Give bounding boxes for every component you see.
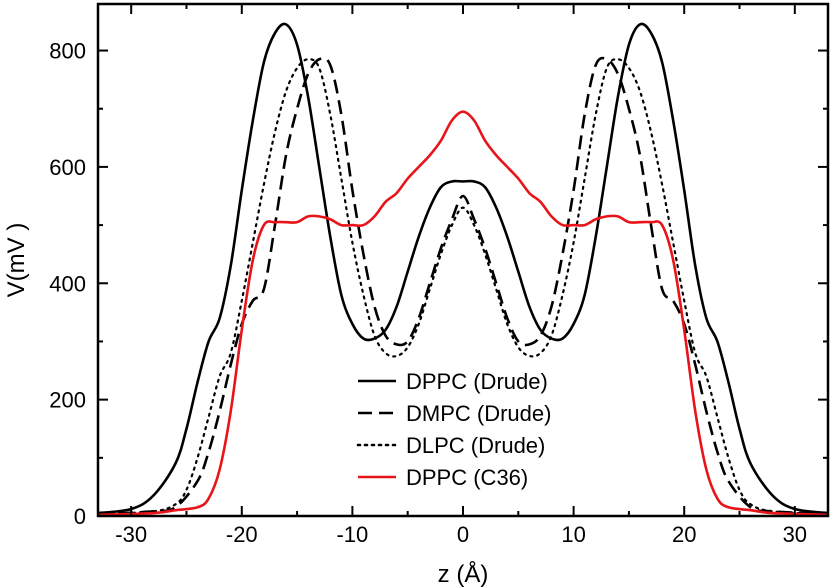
tick-labels-group: -30 -20 -10 0 10 20 30 0 200 400 600 800 (49, 39, 807, 547)
series-line-3 (98, 110, 828, 516)
x-tick-label: 30 (783, 522, 807, 547)
series-line-2 (98, 58, 828, 516)
x-axis-title: z (Å) (438, 560, 489, 588)
y-tick-label: 600 (49, 155, 86, 180)
series-group (98, 22, 828, 516)
x-tick-label: 20 (672, 522, 696, 547)
y-tick-label: 0 (74, 504, 86, 529)
x-tick-label: 0 (457, 522, 469, 547)
y-tick-label: 800 (49, 39, 86, 64)
y-axis-title: V(mV ) (3, 223, 30, 298)
x-tick-label: 10 (561, 522, 585, 547)
series-line-1 (98, 56, 828, 516)
x-tick-label: -10 (336, 522, 368, 547)
legend-label-0: DPPC (Drude) (406, 369, 548, 394)
series-line-0 (98, 22, 828, 515)
ticks-group (98, 4, 828, 517)
legend-label-3: DPPC (C36) (406, 465, 528, 490)
y-tick-label: 400 (49, 271, 86, 296)
x-tick-label: -30 (115, 522, 147, 547)
legend-label-1: DMPC (Drude) (406, 401, 551, 426)
x-tick-label: -20 (226, 522, 258, 547)
legend-label-2: DLPC (Drude) (406, 433, 545, 458)
legend: DPPC (Drude) DMPC (Drude) DLPC (Drude) DPPC… (356, 369, 551, 490)
y-tick-label: 200 (49, 388, 86, 413)
